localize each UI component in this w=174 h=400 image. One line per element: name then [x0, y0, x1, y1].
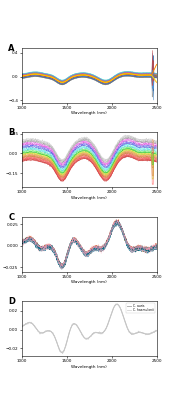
C. auris [65, 342, 67, 347]
Legend: C. auris, C. haemulonii: C. auris, C. haemulonii [126, 303, 155, 313]
Text: A: A [8, 44, 15, 53]
Text: B: B [8, 128, 15, 137]
X-axis label: Wavelength (nm): Wavelength (nm) [71, 111, 107, 115]
C. auris [116, 302, 118, 307]
C. auris [106, 324, 108, 329]
Line: C. haemulonii: C. haemulonii [22, 304, 157, 354]
C. haemulonii [37, 329, 39, 334]
C. haemulonii [21, 324, 23, 329]
C. auris [119, 305, 121, 310]
C. haemulonii [156, 328, 158, 333]
C. haemulonii [106, 324, 108, 329]
C. auris [61, 350, 63, 355]
X-axis label: Wavelength (nm): Wavelength (nm) [71, 365, 107, 369]
X-axis label: Wavelength (nm): Wavelength (nm) [71, 196, 107, 200]
C. haemulonii [65, 342, 67, 347]
C. haemulonii [116, 302, 118, 306]
C. haemulonii [119, 306, 121, 311]
Line: C. auris: C. auris [22, 304, 157, 352]
C. haemulonii [74, 322, 77, 327]
C. auris [21, 324, 23, 329]
C. auris [37, 328, 39, 333]
C. haemulonii [119, 304, 121, 309]
C. haemulonii [62, 351, 64, 356]
C. auris [156, 328, 158, 333]
X-axis label: Wavelength (nm): Wavelength (nm) [71, 280, 107, 284]
Text: D: D [8, 297, 15, 306]
C. auris [119, 306, 121, 311]
C. auris [74, 322, 77, 326]
Text: C: C [8, 213, 14, 222]
